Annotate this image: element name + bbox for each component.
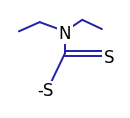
Text: S: S: [103, 49, 114, 67]
Text: -S: -S: [37, 82, 54, 100]
Text: N: N: [59, 25, 71, 43]
